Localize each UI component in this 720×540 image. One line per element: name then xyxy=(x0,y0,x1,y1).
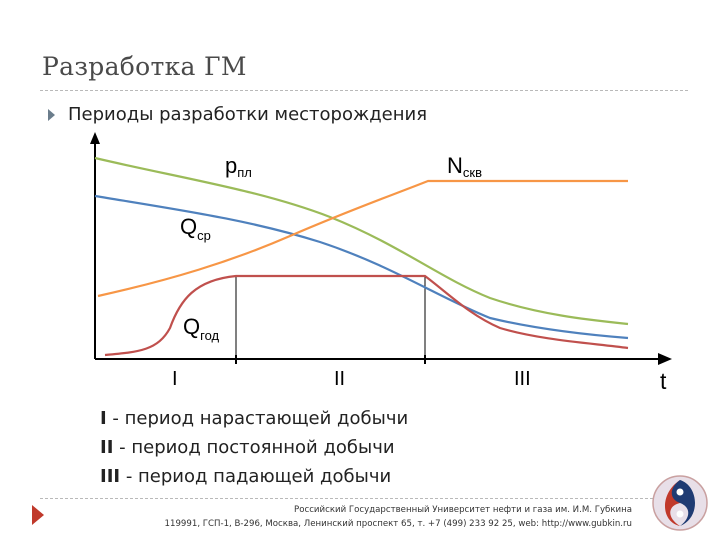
q-sr-curve xyxy=(94,194,629,340)
footer-divider xyxy=(40,498,688,499)
q-sr-label: Qср xyxy=(180,214,211,243)
p-pl-curve xyxy=(94,156,629,326)
footer-arrow-icon xyxy=(32,505,44,525)
period-label-1: I xyxy=(172,368,178,390)
t-axis-label: t xyxy=(660,368,667,394)
q-god-curve xyxy=(104,274,629,357)
bullet-item: Периоды разработки месторождения xyxy=(48,104,427,125)
bullet-arrow-icon xyxy=(48,108,55,121)
footer-line-2: 119991, ГСП-1, В-296, Москва, Ленинский … xyxy=(164,519,632,529)
footer-text: Российский Государственный Университет н… xyxy=(90,503,632,531)
n-skv-label: Nскв xyxy=(447,153,482,180)
title-divider xyxy=(40,90,688,91)
y-axis-arrow-icon xyxy=(90,132,100,144)
bullet-text: Периоды разработки месторождения xyxy=(68,104,428,125)
p-pl-label: рпл xyxy=(225,153,252,180)
legend-item-1: I - период нарастающей добычи xyxy=(100,408,409,429)
q-god-label: Qгод xyxy=(183,314,220,343)
period-legend: I - период нарастающей добычи II - перио… xyxy=(100,404,408,491)
period-label-2: II xyxy=(334,368,345,390)
legend-item-3: III - период падающей добычи xyxy=(100,466,392,487)
legend-item-2: II - период постоянной добычи xyxy=(100,437,395,458)
n-skv-curve xyxy=(97,179,628,298)
x-axis-arrow-icon xyxy=(658,353,672,365)
period-label-3: III xyxy=(514,368,531,390)
slide-title: Разработка ГМ xyxy=(42,52,247,81)
university-logo-icon xyxy=(652,475,708,531)
footer-line-1: Российский Государственный Университет н… xyxy=(294,505,632,515)
